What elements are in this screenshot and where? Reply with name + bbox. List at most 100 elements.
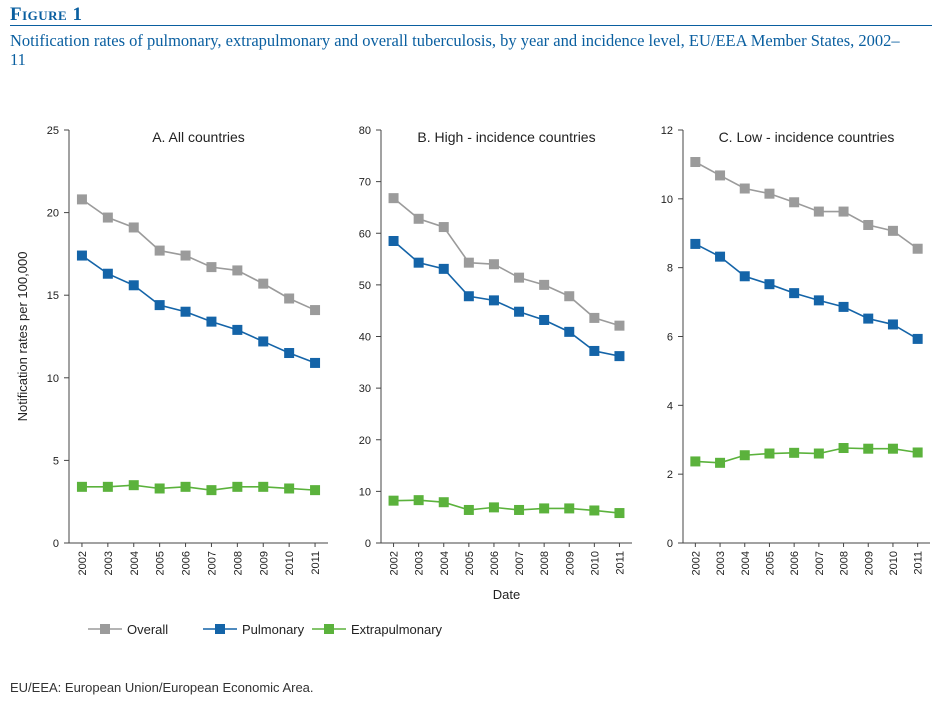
x-tick-label: 2003	[414, 551, 426, 575]
data-point-overall	[154, 245, 165, 256]
panel-title: C. Low - incidence countries	[719, 129, 895, 145]
data-point-pulmonary	[715, 251, 726, 262]
x-tick-label: 2003	[103, 551, 115, 575]
series-line-extrapulmonary	[81, 484, 316, 491]
panel-2: 0 2 4 6 8 10 12 2002 2003 2004 2005 2006 2007 2008 200…	[661, 125, 930, 575]
data-point-overall	[514, 272, 525, 283]
y-tick-label: 20	[359, 435, 371, 447]
data-point-extrapulmonary	[438, 497, 449, 508]
footnote: EU/EEA: European Union/European Economic…	[10, 680, 314, 695]
x-tick-label: 2006	[789, 551, 801, 575]
data-point-pulmonary	[863, 313, 874, 324]
data-point-extrapulmonary	[206, 485, 217, 496]
data-point-overall	[388, 193, 399, 204]
data-point-overall	[614, 320, 625, 331]
legend-label: Extrapulmonary	[351, 622, 443, 637]
data-point-extrapulmonary	[413, 495, 424, 506]
data-point-extrapulmonary	[463, 504, 474, 515]
data-point-pulmonary	[589, 345, 600, 356]
data-point-overall	[413, 213, 424, 224]
y-tick-label: 25	[47, 125, 59, 137]
x-tick-label: 2003	[715, 551, 727, 575]
series-line-pulmonary	[393, 240, 620, 357]
y-tick-label: 0	[667, 538, 673, 550]
data-point-overall	[539, 279, 550, 290]
data-point-overall	[463, 257, 474, 268]
panel-0: 0 5 10 15 20 25 2002 2003 2004 2005 2006 2007 2008 20…	[15, 125, 328, 575]
data-point-pulmonary	[887, 319, 898, 330]
data-point-pulmonary	[739, 271, 750, 282]
data-point-overall	[206, 262, 217, 273]
x-tick-label: 2011	[310, 551, 322, 575]
data-point-overall	[102, 212, 113, 223]
data-point-overall	[912, 243, 923, 254]
data-point-pulmonary	[690, 238, 701, 249]
data-point-pulmonary	[128, 280, 139, 291]
x-tick-label: 2007	[206, 551, 218, 575]
legend-item-pulmonary: Pulmonary	[203, 622, 305, 637]
panel-title: A. All countries	[152, 129, 245, 145]
panel-title: B. High - incidence countries	[417, 129, 595, 145]
x-tick-label: 2004	[740, 551, 752, 575]
data-point-extrapulmonary	[838, 443, 849, 454]
x-tick-label: 2004	[439, 551, 451, 575]
x-tick-label: 2005	[464, 551, 476, 575]
data-point-overall	[863, 219, 874, 230]
data-point-extrapulmonary	[813, 448, 824, 459]
data-point-overall	[838, 206, 849, 217]
legend-label: Overall	[127, 622, 168, 637]
data-point-extrapulmonary	[488, 502, 499, 513]
legend-item-extrapulmonary: Extrapulmonary	[312, 622, 443, 637]
data-point-pulmonary	[789, 288, 800, 299]
data-point-extrapulmonary	[128, 480, 139, 491]
heading-rule	[10, 25, 932, 26]
legend-item-overall: Overall	[88, 622, 168, 637]
data-point-overall	[715, 170, 726, 181]
data-point-pulmonary	[206, 316, 217, 327]
data-point-extrapulmonary	[614, 508, 625, 519]
data-point-extrapulmonary	[514, 504, 525, 515]
y-tick-label: 40	[359, 332, 371, 344]
series-line-extrapulmonary	[393, 499, 620, 514]
data-point-pulmonary	[463, 291, 474, 302]
data-point-pulmonary	[813, 295, 824, 306]
data-point-extrapulmonary	[589, 505, 600, 516]
data-point-extrapulmonary	[284, 483, 295, 494]
x-tick-label: 2009	[564, 551, 576, 575]
data-point-extrapulmonary	[789, 447, 800, 458]
data-point-extrapulmonary	[232, 481, 243, 492]
x-tick-label: 2011	[614, 551, 626, 575]
data-point-extrapulmonary	[564, 503, 575, 514]
x-tick-label: 2008	[232, 551, 244, 575]
x-tick-label: 2006	[181, 551, 193, 575]
x-tick-label: 2008	[539, 551, 551, 575]
data-point-extrapulmonary	[388, 495, 399, 506]
data-point-overall	[690, 157, 701, 168]
data-point-extrapulmonary	[539, 503, 550, 514]
data-point-pulmonary	[76, 250, 87, 261]
x-axis-label: Date	[493, 587, 520, 602]
data-point-pulmonary	[284, 348, 295, 359]
x-tick-label: 2009	[863, 551, 875, 575]
data-point-overall	[76, 194, 87, 205]
x-tick-label: 2002	[389, 551, 401, 575]
data-point-overall	[488, 259, 499, 270]
y-tick-label: 6	[667, 332, 673, 344]
x-tick-label: 2008	[839, 551, 851, 575]
x-tick-label: 2006	[489, 551, 501, 575]
data-point-pulmonary	[102, 268, 113, 279]
data-point-pulmonary	[539, 314, 550, 325]
data-point-pulmonary	[438, 263, 449, 274]
data-point-overall	[739, 183, 750, 194]
data-point-pulmonary	[614, 351, 625, 362]
x-tick-label: 2002	[77, 551, 89, 575]
data-point-extrapulmonary	[102, 481, 113, 492]
data-point-pulmonary	[388, 235, 399, 246]
y-tick-label: 60	[359, 228, 371, 240]
y-tick-label: 50	[359, 280, 371, 292]
data-point-pulmonary	[180, 306, 191, 317]
data-point-extrapulmonary	[180, 481, 191, 492]
figure-title: Notification rates of pulmonary, extrapu…	[10, 31, 900, 69]
data-point-extrapulmonary	[76, 481, 87, 492]
